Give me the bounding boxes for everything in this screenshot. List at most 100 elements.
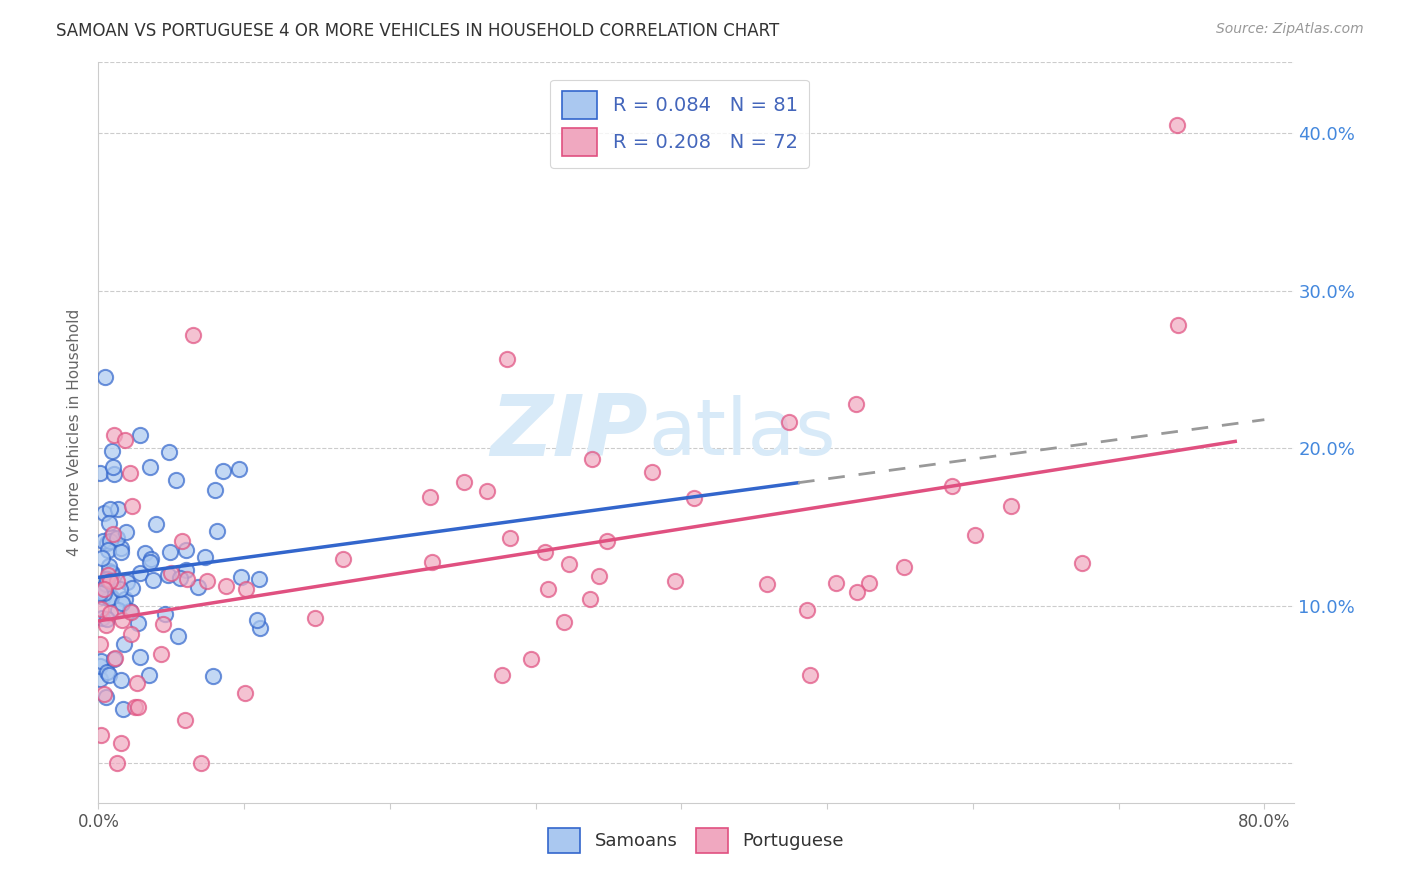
- Point: [111, 613, 134, 627]
- Point: [176, 573, 198, 587]
- Point: [153, 607, 176, 622]
- Text: SAMOAN VS PORTUGUESE 4 OR MORE VEHICLES IN HOUSEHOLD CORRELATION CHART: SAMOAN VS PORTUGUESE 4 OR MORE VEHICLES …: [56, 22, 779, 40]
- Point: [495, 351, 517, 366]
- Point: [110, 673, 132, 687]
- Point: [110, 582, 132, 596]
- Point: [477, 483, 499, 498]
- Point: [93, 687, 115, 701]
- Point: [160, 566, 183, 580]
- Point: [97, 558, 120, 573]
- Point: [499, 531, 522, 545]
- Point: [157, 445, 180, 459]
- Point: [420, 554, 443, 568]
- Point: [98, 516, 121, 530]
- Point: [93, 506, 115, 520]
- Point: [156, 567, 179, 582]
- Point: [172, 534, 194, 549]
- Point: [94, 370, 117, 384]
- Point: [139, 555, 162, 569]
- Point: [120, 605, 142, 619]
- Point: [1000, 500, 1022, 514]
- Point: [858, 575, 880, 590]
- Point: [107, 602, 129, 616]
- Point: [89, 466, 111, 480]
- Point: [101, 566, 124, 580]
- Point: [579, 592, 602, 607]
- Point: [121, 582, 143, 596]
- Point: [124, 699, 146, 714]
- Point: [89, 582, 111, 597]
- Point: [96, 536, 118, 550]
- Point: [93, 586, 115, 600]
- Point: [103, 460, 125, 475]
- Point: [120, 603, 142, 617]
- Point: [207, 524, 229, 539]
- Text: Source: ZipAtlas.com: Source: ZipAtlas.com: [1216, 22, 1364, 37]
- Point: [90, 602, 112, 616]
- Point: [105, 532, 128, 546]
- Point: [90, 654, 112, 668]
- Point: [98, 534, 121, 549]
- Point: [100, 530, 122, 544]
- Point: [139, 460, 162, 475]
- Point: [228, 462, 250, 476]
- Point: [120, 467, 142, 481]
- Point: [121, 500, 143, 514]
- Point: [98, 574, 121, 588]
- Point: [304, 610, 326, 624]
- Point: [93, 582, 115, 597]
- Point: [664, 574, 686, 588]
- Point: [150, 647, 173, 661]
- Point: [103, 467, 125, 481]
- Point: [165, 473, 187, 487]
- Point: [96, 665, 118, 680]
- Point: [166, 629, 188, 643]
- Point: [799, 668, 821, 682]
- Point: [941, 479, 963, 493]
- Point: [893, 560, 915, 574]
- Point: [755, 577, 778, 591]
- Point: [145, 517, 167, 532]
- Point: [537, 582, 560, 596]
- Point: [558, 558, 581, 572]
- Point: [553, 615, 575, 629]
- Point: [96, 573, 118, 587]
- Point: [332, 551, 354, 566]
- Point: [120, 627, 142, 641]
- Point: [91, 533, 114, 548]
- Point: [98, 668, 121, 682]
- Point: [845, 397, 868, 411]
- Point: [229, 570, 252, 584]
- Point: [246, 613, 269, 627]
- Point: [201, 669, 224, 683]
- Point: [491, 668, 513, 682]
- Point: [249, 621, 271, 635]
- Point: [105, 574, 128, 588]
- Point: [110, 736, 132, 750]
- Text: atlas: atlas: [648, 394, 835, 471]
- Point: [98, 591, 121, 606]
- Point: [89, 637, 111, 651]
- Point: [125, 675, 148, 690]
- Point: [139, 552, 162, 566]
- Point: [1166, 119, 1188, 133]
- Point: [1167, 318, 1189, 332]
- Point: [89, 658, 111, 673]
- Point: [97, 567, 120, 582]
- Point: [683, 491, 706, 505]
- Point: [233, 686, 256, 700]
- Point: [453, 475, 475, 489]
- Point: [129, 566, 152, 580]
- Legend: Samoans, Portuguese: Samoans, Portuguese: [540, 821, 852, 861]
- Point: [89, 673, 111, 687]
- Point: [96, 617, 118, 632]
- Point: [89, 586, 111, 600]
- Point: [138, 668, 160, 682]
- Point: [142, 573, 165, 587]
- Point: [194, 549, 217, 564]
- Point: [778, 415, 800, 429]
- Point: [588, 569, 610, 583]
- Point: [211, 464, 233, 478]
- Point: [104, 651, 127, 665]
- Point: [181, 328, 204, 343]
